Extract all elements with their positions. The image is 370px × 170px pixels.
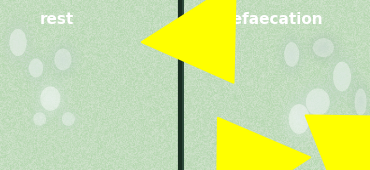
Ellipse shape [352,81,370,123]
Ellipse shape [67,117,70,121]
Ellipse shape [16,39,20,46]
Ellipse shape [41,88,59,109]
Ellipse shape [5,22,31,63]
Ellipse shape [290,106,309,132]
Ellipse shape [53,46,73,73]
Text: rest: rest [40,12,74,27]
Ellipse shape [296,77,340,127]
Ellipse shape [289,104,310,134]
Ellipse shape [278,32,306,77]
Ellipse shape [38,117,41,121]
Ellipse shape [32,63,40,73]
Ellipse shape [303,86,332,118]
Ellipse shape [32,111,47,127]
Ellipse shape [62,112,75,126]
Ellipse shape [27,106,51,132]
Ellipse shape [293,110,305,128]
Ellipse shape [328,54,356,99]
Ellipse shape [34,113,46,125]
Ellipse shape [317,42,329,53]
Ellipse shape [2,17,34,68]
Ellipse shape [315,99,321,105]
Ellipse shape [296,115,302,123]
Ellipse shape [353,86,368,118]
Ellipse shape [357,94,364,110]
Ellipse shape [61,57,65,62]
Ellipse shape [280,36,303,73]
Ellipse shape [40,86,60,111]
Ellipse shape [7,26,28,59]
Ellipse shape [325,49,359,104]
Ellipse shape [311,36,336,59]
Ellipse shape [287,47,296,61]
Ellipse shape [50,43,76,76]
Ellipse shape [47,39,79,80]
Ellipse shape [58,53,68,66]
Ellipse shape [290,51,293,57]
Ellipse shape [45,92,56,106]
Ellipse shape [306,88,330,116]
Ellipse shape [13,35,23,50]
Ellipse shape [29,58,43,78]
Ellipse shape [9,29,27,56]
Ellipse shape [307,90,329,114]
Ellipse shape [331,58,353,95]
Ellipse shape [10,30,26,55]
Ellipse shape [321,45,326,50]
Ellipse shape [337,68,347,85]
Ellipse shape [307,33,339,62]
Ellipse shape [299,81,336,123]
Ellipse shape [48,96,53,102]
Ellipse shape [304,30,343,65]
Ellipse shape [355,90,366,114]
Ellipse shape [54,49,71,70]
Ellipse shape [314,39,333,56]
Ellipse shape [55,50,71,69]
Ellipse shape [25,53,47,83]
Ellipse shape [280,91,319,147]
Ellipse shape [285,44,298,65]
Ellipse shape [355,88,367,116]
Text: defaecation: defaecation [221,12,323,27]
Ellipse shape [311,94,324,110]
Ellipse shape [30,59,43,76]
Ellipse shape [23,50,49,86]
Ellipse shape [36,115,43,123]
Ellipse shape [32,76,69,121]
Ellipse shape [313,38,334,57]
Ellipse shape [56,106,80,132]
Ellipse shape [60,111,76,127]
Ellipse shape [34,66,38,70]
Ellipse shape [350,77,370,127]
Ellipse shape [63,113,74,125]
Ellipse shape [283,96,315,142]
Ellipse shape [283,40,301,69]
Ellipse shape [340,73,344,80]
Ellipse shape [58,109,78,129]
Ellipse shape [65,115,72,123]
Ellipse shape [30,109,50,129]
Ellipse shape [38,84,63,113]
Ellipse shape [333,62,351,91]
Ellipse shape [27,56,45,80]
Ellipse shape [286,101,312,137]
Ellipse shape [35,80,66,117]
Ellipse shape [284,42,299,67]
Ellipse shape [359,99,362,105]
Ellipse shape [33,112,46,126]
Ellipse shape [334,63,350,90]
